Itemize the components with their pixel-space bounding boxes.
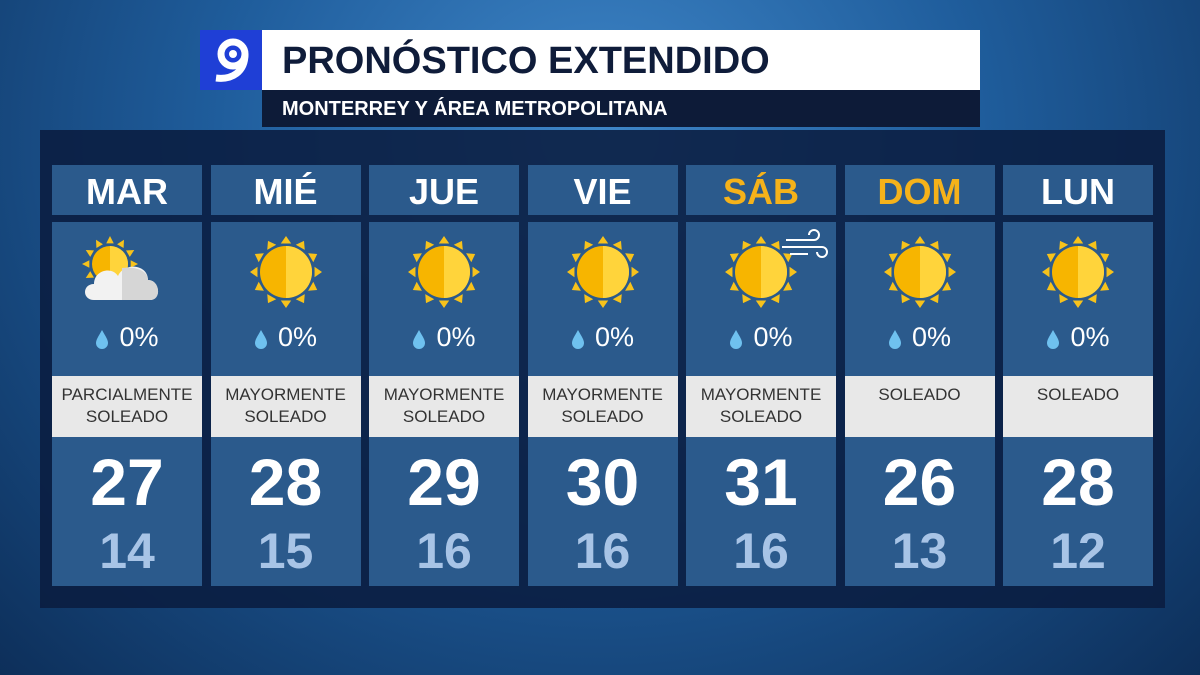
- day-name: SÁB: [686, 165, 836, 215]
- subtitle: MONTERREY Y ÁREA METROPOLITANA: [262, 90, 980, 127]
- forecast-panel: MAR 0% PARCIALMENTE SOLEADO 27 14 MIÉ 0% MAYORM…: [40, 130, 1165, 608]
- day-body: 0% PARCIALMENTE SOLEADO 27 14: [52, 222, 202, 586]
- precipitation: 0%: [1003, 322, 1153, 353]
- weather-icon: [686, 222, 836, 322]
- day-column: SÁB 0% MAYORMENTE SOLEADO 31 16: [686, 165, 836, 586]
- weather-icon: [369, 222, 519, 322]
- high-temp: 30: [565, 445, 640, 519]
- day-body: 0% SOLEADO 28 12: [1003, 222, 1153, 586]
- precip-value: 0%: [1070, 322, 1110, 352]
- day-body: 0% MAYORMENTE SOLEADO 28 15: [210, 222, 361, 586]
- day-name: MIÉ: [210, 165, 361, 215]
- high-temp: 31: [724, 445, 798, 519]
- high-temp: 28: [248, 445, 323, 519]
- day-column: VIE 0% MAYORMENTE SOLEADO 30 16: [527, 165, 678, 586]
- drop-icon: [413, 330, 426, 349]
- low-temp: 16: [416, 523, 472, 579]
- day-body: 0% MAYORMENTE SOLEADO 30 16: [527, 222, 678, 586]
- logo-mark: [215, 38, 249, 82]
- day-column: LUN 0% SOLEADO 28 12: [1003, 165, 1153, 586]
- day-body: 0% MAYORMENTE SOLEADO 31 16: [686, 222, 836, 586]
- day-name: JUE: [369, 165, 519, 215]
- day-column: DOM 0% SOLEADO 26 13: [844, 165, 995, 586]
- condition: SOLEADO: [844, 376, 995, 437]
- high-temp: 29: [407, 445, 481, 519]
- weather-icon: [1003, 222, 1153, 322]
- day-column: MIÉ 0% MAYORMENTE SOLEADO 28 15: [210, 165, 361, 586]
- day-name: DOM: [844, 165, 995, 215]
- high-temp: 27: [90, 445, 164, 519]
- day-body: 0% SOLEADO 26 13: [844, 222, 995, 586]
- precip-value: 0%: [119, 322, 159, 352]
- condition: MAYORMENTE SOLEADO: [210, 376, 361, 437]
- condition: MAYORMENTE SOLEADO: [686, 376, 836, 437]
- drop-icon: [888, 330, 901, 349]
- precip-value: 0%: [911, 322, 952, 352]
- icon-graphic: [249, 236, 322, 308]
- icon-graphic: [82, 236, 159, 300]
- title: PRONÓSTICO EXTENDIDO: [262, 30, 980, 90]
- day-column: JUE 0% MAYORMENTE SOLEADO 29 16: [369, 165, 519, 586]
- icon-graphic: [566, 236, 639, 308]
- low-temp: 16: [733, 523, 789, 579]
- high-temp: 28: [1041, 445, 1115, 519]
- low-temp: 13: [891, 523, 948, 579]
- drop-icon: [254, 330, 267, 349]
- low-temp: 16: [574, 523, 631, 579]
- low-temp: 12: [1050, 523, 1106, 579]
- weather-icon: [52, 222, 202, 322]
- day-body: 0% MAYORMENTE SOLEADO 29 16: [369, 222, 519, 586]
- drop-icon: [1047, 330, 1060, 349]
- icon-graphic: [883, 236, 956, 308]
- low-temp: 15: [257, 523, 314, 579]
- precipitation: 0%: [52, 322, 202, 353]
- precip-value: 0%: [753, 322, 793, 352]
- icon-graphic: [1042, 236, 1114, 308]
- weather-icon: [211, 222, 361, 322]
- precip-value: 0%: [436, 322, 476, 352]
- high-temp: 26: [882, 445, 957, 519]
- precipitation: 0%: [686, 322, 836, 353]
- day-column: MAR 0% PARCIALMENTE SOLEADO 27 14: [52, 165, 202, 586]
- day-name: MAR: [52, 165, 202, 215]
- drop-icon: [730, 330, 743, 349]
- precipitation: 0%: [211, 322, 361, 353]
- low-temp: 14: [99, 523, 155, 579]
- condition: MAYORMENTE SOLEADO: [527, 376, 678, 437]
- condition: PARCIALMENTE SOLEADO: [52, 376, 202, 437]
- icon-graphic: [408, 236, 480, 308]
- drop-icon: [571, 330, 584, 349]
- day-name: LUN: [1003, 165, 1153, 215]
- day-name: VIE: [527, 165, 678, 215]
- precip-value: 0%: [594, 322, 635, 352]
- precipitation: 0%: [845, 322, 995, 353]
- condition: SOLEADO: [1003, 376, 1153, 437]
- weather-icon: [528, 222, 678, 322]
- icon-graphic: [725, 229, 828, 308]
- precipitation: 0%: [369, 322, 519, 353]
- weather-icon: [845, 222, 995, 322]
- precipitation: 0%: [528, 322, 678, 353]
- logo: [200, 30, 262, 90]
- precip-value: 0%: [277, 322, 318, 352]
- drop-icon: [96, 330, 109, 349]
- condition: MAYORMENTE SOLEADO: [369, 376, 519, 437]
